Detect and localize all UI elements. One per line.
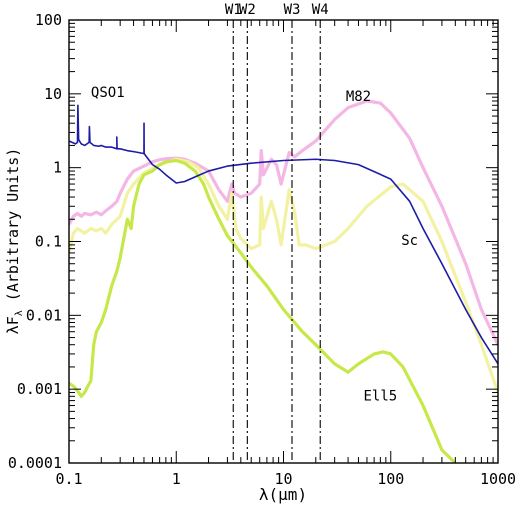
series-label-m82: M82 xyxy=(346,89,371,105)
y-axis-title: λFλ (Arbitrary Units) xyxy=(4,148,25,335)
y-tick-label-0-001: 0.001 xyxy=(17,380,62,398)
band-label-w4: W4 xyxy=(312,2,329,18)
label-layer: 0.1 1 10 100 1000 100 10 1 0.1 0.01 0.001 0.0001 M82… xyxy=(8,2,516,488)
y-axis-title-rest: (Arbitrary Units) xyxy=(4,148,22,311)
x-tick-label-100: 100 xyxy=(377,470,404,488)
y-tick-label-1: 1 xyxy=(53,159,62,177)
x-tick-label-1: 1 xyxy=(172,470,181,488)
y-axis-title-main: λF xyxy=(4,316,22,334)
series-label-sc: Sc xyxy=(401,233,418,249)
series-label-ell5: Ell5 xyxy=(363,389,397,405)
y-axis-title-subscript: λ xyxy=(14,310,25,316)
plot-frame xyxy=(68,19,499,464)
y-tick-label-0-01: 0.01 xyxy=(26,306,62,324)
x-tick-label-10: 10 xyxy=(274,470,292,488)
band-label-w3: W3 xyxy=(284,2,301,18)
x-axis-title: λ(μm) xyxy=(259,485,307,504)
tick-layer xyxy=(68,20,498,464)
band-layer xyxy=(232,20,321,463)
series-line-qso1 xyxy=(69,104,498,365)
y-tick-label-0-0001: 0.0001 xyxy=(8,454,62,472)
series-line-sc xyxy=(69,157,498,394)
y-tick-label-10: 10 xyxy=(44,85,62,103)
x-tick-label-1000: 1000 xyxy=(480,470,516,488)
series-line-ell5 xyxy=(69,158,457,463)
x-tick-label-0-1: 0.1 xyxy=(55,470,82,488)
band-label-w1: W1 xyxy=(225,2,242,18)
series-layer xyxy=(69,99,498,463)
y-tick-label-100: 100 xyxy=(35,11,62,29)
band-label-w2: W2 xyxy=(239,2,256,18)
series-label-qso1: QSO1 xyxy=(91,85,125,101)
series-line-m82 xyxy=(69,99,498,346)
y-tick-label-0-1: 0.1 xyxy=(35,233,62,251)
